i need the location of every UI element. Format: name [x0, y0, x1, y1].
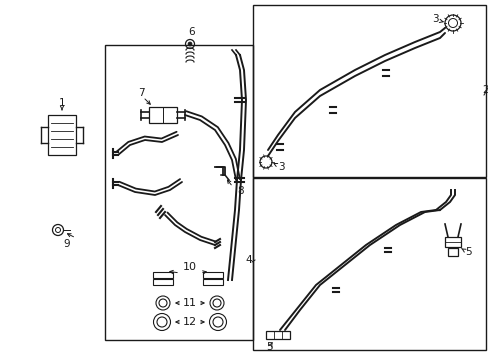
Bar: [444, 237, 460, 247]
Text: 8: 8: [237, 186, 243, 196]
Text: 12: 12: [183, 317, 197, 327]
Text: 6: 6: [188, 27, 195, 37]
Bar: [265, 331, 289, 339]
Bar: [203, 272, 223, 278]
Text: 7: 7: [138, 88, 144, 98]
Text: 2: 2: [481, 85, 488, 95]
Text: 10: 10: [183, 262, 197, 272]
Bar: [153, 279, 173, 285]
Bar: [252, 178, 485, 350]
Bar: [252, 5, 485, 177]
Bar: [149, 107, 177, 123]
Text: 11: 11: [183, 298, 197, 308]
Text: 1: 1: [59, 98, 65, 108]
Bar: [447, 248, 457, 256]
Bar: [105, 45, 252, 340]
Bar: [203, 279, 223, 285]
Text: 3: 3: [278, 162, 284, 172]
Text: 5: 5: [266, 342, 272, 352]
Text: 4: 4: [245, 255, 251, 265]
Text: 5: 5: [464, 247, 470, 257]
Bar: [153, 272, 173, 278]
Text: 3: 3: [431, 14, 438, 24]
Text: 9: 9: [63, 239, 69, 249]
Bar: [48, 115, 76, 155]
Circle shape: [187, 42, 192, 46]
